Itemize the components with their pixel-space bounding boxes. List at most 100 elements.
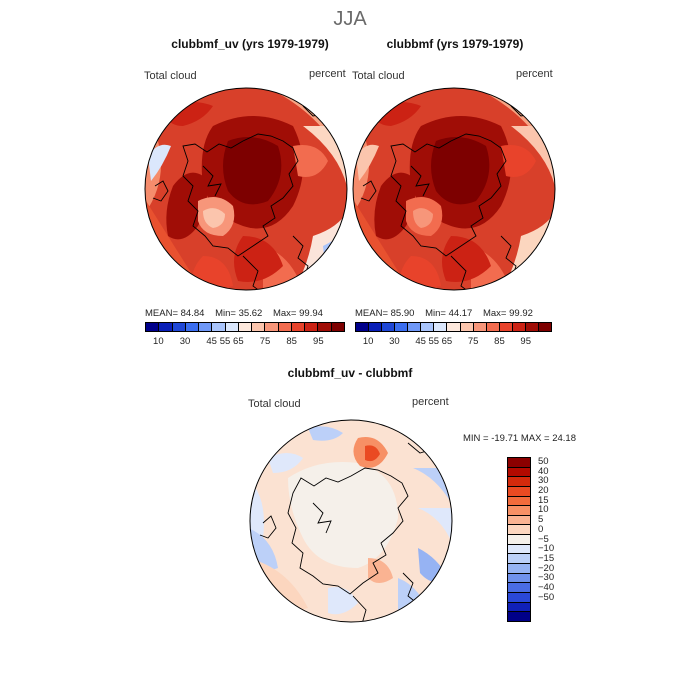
colorbar-swatch [508,515,530,526]
colorbar-tick-label: −50 [538,591,555,603]
colorbar-swatch [199,323,213,331]
colorbar-tick-label: 65 [441,336,453,347]
colorbar-swatch [421,323,435,331]
colorbar-swatch [508,486,530,497]
colorbar-tick-label: 0 [538,523,544,535]
colorbar-tick-label: −10 [538,543,555,555]
colorbar-swatch [508,525,530,536]
left-colorbar [145,322,345,332]
right-units-label: percent [516,68,553,80]
colorbar-tick-label: 10 [362,336,374,347]
colorbar-tick-label: 55 [428,336,440,347]
colorbar-tick-label: −20 [538,562,555,574]
colorbar-swatch [225,323,239,331]
colorbar-swatch [395,323,409,331]
colorbar-tick-label: 95 [313,336,324,347]
right-stats: MEAN= 85.90 Min= 44.17 Max= 99.92 [355,308,533,319]
colorbar-tick-label: 30 [179,336,191,347]
colorbar-swatch [508,458,530,468]
right-polar-map [352,87,556,291]
colorbar-swatch [318,323,332,331]
left-min-value: 35.62 [238,308,263,319]
colorbar-swatch [538,323,551,331]
diff-field-contours [250,420,452,622]
colorbar-swatch [356,323,370,331]
colorbar-tick-label: 85 [494,336,505,347]
right-colorbar-ticks: 10 30 45 55 65 75 85 95 [355,336,552,348]
colorbar-swatch [508,506,530,516]
colorbar-tick-label: 20 [538,484,549,496]
left-field-contours [145,88,347,290]
right-max-value: 99.92 [509,308,533,319]
left-colorbar-ticks: 10 30 45 55 65 75 85 95 [145,336,345,348]
colorbar-tick-label: 65 [233,336,244,347]
colorbar-swatch [265,323,279,331]
colorbar-tick-label: 10 [538,504,549,516]
colorbar-swatch [525,323,539,331]
colorbar-swatch [278,323,292,331]
colorbar-tick-label: −40 [538,582,555,594]
colorbar-swatch [508,602,530,613]
colorbar-swatch [508,544,530,555]
left-mean-value: 84.84 [180,308,205,319]
colorbar-swatch [508,554,530,565]
diff-panel-title: clubbmf_uv - clubbmf [287,366,413,380]
colorbar-tick-label: 30 [389,336,400,347]
colorbar-tick-label: 40 [538,465,549,477]
colorbar-tick-label: −15 [538,552,555,564]
colorbar-tick-label: 85 [286,336,297,347]
colorbar-swatch [508,592,530,603]
right-colorbar [355,322,552,332]
right-min-label: Min= [425,308,446,319]
colorbar-swatch [508,573,530,584]
right-mean-label: MEAN= [355,308,388,319]
colorbar-swatch [291,323,306,331]
colorbar-tick-label: 75 [467,336,479,347]
colorbar-swatch [473,323,487,331]
season-title: JJA [333,8,367,30]
colorbar-swatch [460,323,474,331]
left-min-label: Min= [215,308,236,319]
right-panel-title: clubbmf (yrs 1979-1979) [386,37,524,51]
colorbar-swatch [508,496,530,507]
colorbar-swatch [159,323,173,331]
colorbar-swatch [508,583,530,593]
colorbar-swatch [508,612,530,621]
colorbar-swatch [331,323,344,331]
colorbar-swatch [486,323,500,331]
colorbar-swatch [185,323,200,331]
colorbar-tick-label: 95 [520,336,531,347]
colorbar-tick-label: −5 [538,533,549,545]
diff-units-label: percent [412,396,449,408]
colorbar-swatch [508,535,530,545]
right-variable-label: Total cloud [352,70,405,82]
colorbar-swatch [499,323,513,331]
left-units-label: percent [309,68,346,80]
colorbar-swatch [172,323,186,331]
colorbar-swatch [238,323,253,331]
colorbar-tick-label: 45 [206,336,217,347]
colorbar-swatch [508,564,530,574]
colorbar-swatch [369,323,383,331]
diff-polar-map [249,419,453,623]
colorbar-tick-label: 50 [538,455,549,467]
right-mean-value: 85.90 [390,308,415,319]
colorbar-tick-label: 5 [538,514,544,526]
colorbar-swatch [305,323,319,331]
left-max-label: Max= [272,308,297,319]
right-field-contours [353,88,555,290]
colorbar-swatch [382,323,396,331]
colorbar-tick-label: 45 [415,336,426,347]
left-variable-label: Total cloud [144,70,197,82]
left-max-value: 99.94 [299,308,323,319]
left-panel-title: clubbmf_uv (yrs 1979-1979) [171,37,329,51]
colorbar-tick-label: 15 [538,494,549,506]
colorbar-swatch [146,323,160,331]
diff-stats: MIN = -19.71 MAX = 24.18 [463,433,577,444]
colorbar-swatch [508,467,530,478]
colorbar-swatch [512,323,526,331]
colorbar-swatch [508,477,530,487]
colorbar-swatch [212,323,226,331]
left-stats: MEAN= 84.84 Min= 35.62 Max= 99.94 [145,308,323,319]
left-polar-map [144,87,348,291]
